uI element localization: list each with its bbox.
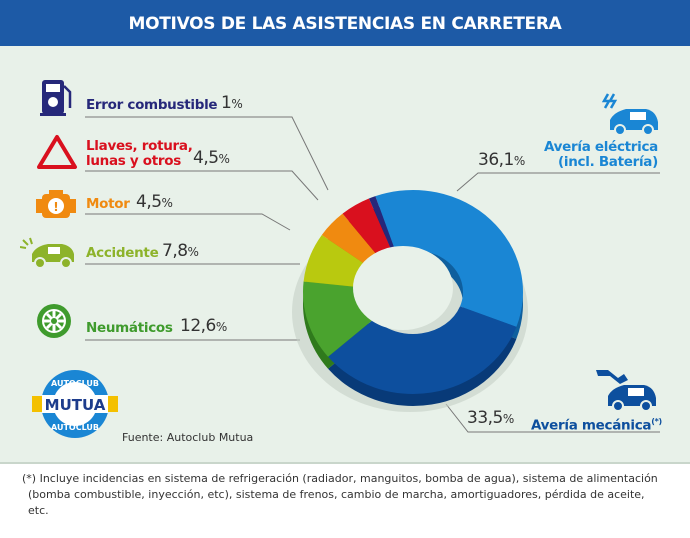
slice-error-combustible [368,196,396,254]
source-note: Fuente: Autoclub Mutua [122,431,254,444]
slice-motor [321,213,381,269]
leader-fuel [85,116,329,191]
label-tires: Neumáticos [86,320,173,336]
slice-llaves-rotura-lunas-y-otros [342,198,393,260]
svg-text:MUTUA: MUTUA [45,396,106,414]
footnote-text: (*) Incluye incidencias en sistema de re… [22,472,658,517]
fuel-pump-icon [40,80,72,116]
label-keys-line2: lunas y otros [86,153,181,169]
leader-mechanical [445,403,660,433]
donut-hole [353,246,453,330]
svg-text:AUTOCLUB: AUTOCLUB [51,423,99,432]
leader-keys [85,170,319,201]
slice-averi-a-meca-nica [328,306,517,395]
label-accident: Accidente [86,245,159,261]
label-mechanical: Avería mecánica(*) [531,417,662,434]
electric-car-icon [601,93,658,136]
value-electric: 36,1% [478,150,525,170]
value-accident: 7,8% [162,241,199,261]
donut-chart [85,116,660,433]
warning-triangle-icon [37,135,77,169]
chart-title: MOTIVOS DE LAS ASISTENCIAS EN CARRETERA [0,0,690,46]
value-tires: 12,6% [180,316,227,336]
wrench-car-icon [596,370,656,410]
label-keys: Llaves, rotura, lunas y otros [86,139,193,169]
autoclub-mutua-logo: MUTUA AUTOCLUB AUTOCLUB [32,370,118,438]
tire-icon [37,304,71,338]
footnote-box: (*) Incluye incidencias en sistema de re… [0,462,690,538]
crashed-car-icon [20,237,74,269]
value-engine: 4,5% [136,192,173,212]
slice-accidente [303,234,372,288]
label-electric-line1: Avería eléctrica [543,139,658,155]
label-engine: Motor [86,196,130,212]
value-mechanical: 33,5% [467,408,514,428]
label-electric-line2: (incl. Batería) [558,154,658,170]
leader-engine [85,213,291,231]
label-electric: Avería eléctrica (incl. Batería) [540,140,658,170]
svg-text:AUTOCLUB: AUTOCLUB [51,379,99,388]
label-fuel: Error combustible [86,97,218,113]
label-keys-line1: Llaves, rotura, [86,138,193,154]
footnote-mark: (*) [651,417,662,426]
engine-icon: ! [36,190,76,218]
value-keys: 4,5% [193,148,230,168]
leader-electric [456,172,660,192]
svg-text:!: ! [53,200,58,214]
slice-averi-a-ele-ctrica-incl-bateri-a [375,190,523,327]
value-fuel: 1% [221,93,243,113]
